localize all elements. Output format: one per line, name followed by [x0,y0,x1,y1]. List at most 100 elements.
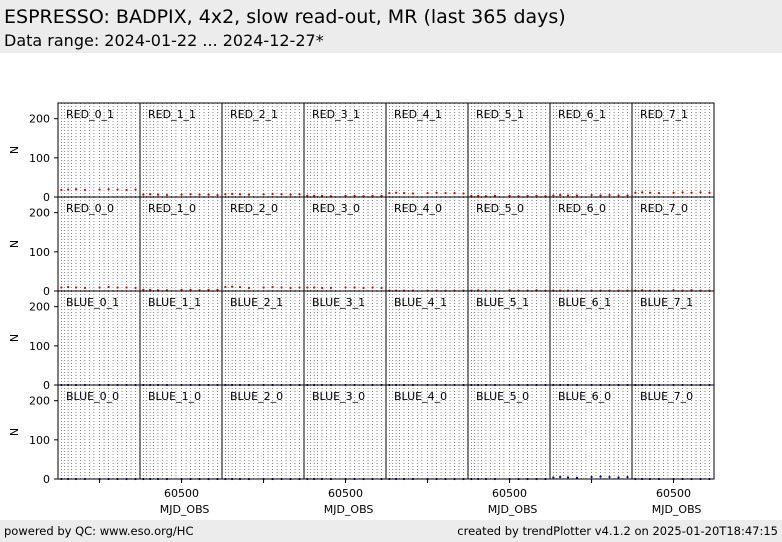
data-point [216,193,219,197]
y-tick-label: 200 [29,207,50,220]
panel-label: BLUE_7_0 [640,390,693,403]
y-axis-label: N [8,146,21,154]
data-point [353,286,356,289]
data-point [362,286,365,289]
panel-red-7-0: RED_7_0 [631,196,715,292]
footer-credit-right: created by trendPlotter v4.1.2 on 2025-0… [457,524,778,538]
panel-label: BLUE_6_0 [558,390,611,403]
data-point [142,288,145,291]
data-point [320,286,324,289]
y-axis-label: N [8,334,21,342]
data-point [672,191,675,194]
data-point [634,191,637,194]
data-point [552,194,555,197]
data-point [559,475,562,479]
panel-label: BLUE_2_1 [230,296,283,309]
data-point [590,475,593,479]
data-point [67,188,70,191]
data-point [262,193,265,196]
panel-red-2-1: RED_2_1 [221,102,305,198]
footer-bar: powered by QC: www.eso.org/HC created by… [0,520,782,542]
panel-blue-0-1: BLUE_0_1 [57,290,141,387]
y-tick-label: 200 [29,113,50,126]
data-point [626,475,629,479]
data-point [116,286,119,289]
panel-label: RED_5_1 [476,108,524,121]
data-point [590,193,593,197]
data-point [575,476,579,479]
panel-blue-3-1: BLUE_3_1 [303,290,387,387]
data-point [699,191,702,194]
x-tick-label: 60500 [164,487,199,500]
data-point [690,191,693,194]
data-point [247,286,251,289]
data-point [344,194,347,197]
data-point [98,286,101,289]
y-tick-label: 200 [29,395,50,408]
panel-red-3-1: RED_3_1 [303,102,387,198]
data-point [508,194,511,197]
data-point [280,193,283,196]
data-point [238,193,242,196]
data-point [681,191,684,194]
header-bar: ESPRESSO: BADPIX, 4x2, slow read-out, MR… [0,0,782,53]
data-point [247,193,251,196]
data-point [231,192,234,195]
data-point [83,188,87,192]
panel-label: BLUE_5_0 [476,390,529,403]
data-point [289,193,292,196]
x-tick-label: 60500 [328,487,363,500]
panel-blue-5-1: BLUE_5_1 [467,290,551,387]
data-point [125,286,128,289]
data-point [180,193,183,196]
data-point [280,286,283,289]
panel-label: RED_3_1 [312,108,360,121]
data-point [552,476,555,479]
y-tick-label: 100 [29,246,50,259]
x-tick-label: 60500 [492,487,527,500]
data-point [165,193,169,197]
data-point [526,194,529,197]
data-point [313,286,316,289]
data-point [371,286,374,289]
data-point [262,286,265,289]
panel-frame [631,384,715,480]
data-point [617,476,620,479]
y-tick-label: 100 [29,152,50,165]
y-tick-label: 100 [29,340,50,353]
data-point [189,288,192,291]
y-tick-label: 0 [43,473,50,486]
y-tick-label: 200 [29,301,50,314]
panel-blue-6-0: BLUE_6_0 [549,384,633,480]
data-point [380,286,383,289]
data-point [271,285,274,289]
panel-blue-4-0: BLUE_4_0 [385,384,469,481]
panel-red-4-0: RED_4_0 [385,196,469,292]
data-point [535,194,538,197]
data-point [617,194,620,197]
panel-label: BLUE_2_0 [230,390,283,403]
data-point [344,286,347,289]
panel-label: RED_2_0 [230,202,278,215]
data-point [149,288,152,291]
data-point [657,191,661,195]
panel-label: BLUE_4_0 [394,390,447,403]
data-point [298,193,301,196]
data-point [134,188,137,191]
panel-label: RED_5_0 [476,202,524,215]
panel-red-1-0: RED_1_0 [139,196,223,292]
panel-label: RED_0_0 [66,202,114,215]
data-point [107,188,110,191]
data-point [648,191,652,194]
y-tick-label: 100 [29,434,50,447]
data-point [98,188,101,191]
panel-red-1-1: RED_1_1 [139,102,223,198]
chart-title: ESPRESSO: BADPIX, 4x2, slow read-out, MR… [4,6,566,28]
data-point [271,192,274,195]
panel-label: BLUE_5_1 [476,296,529,309]
data-point [116,188,119,191]
panel-label: RED_6_0 [558,202,606,215]
panel-red-2-0: RED_2_0 [221,196,305,292]
data-point [395,191,398,194]
x-axis-label: MJD_OBS [324,503,374,516]
